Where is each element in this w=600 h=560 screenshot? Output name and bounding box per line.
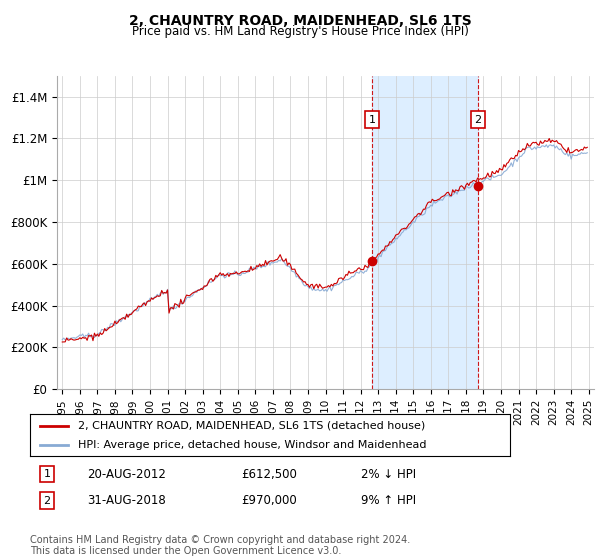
Text: HPI: Average price, detached house, Windsor and Maidenhead: HPI: Average price, detached house, Wind…: [78, 440, 427, 450]
Bar: [372, 76, 478, 389]
Text: 2% ↓ HPI: 2% ↓ HPI: [361, 468, 416, 480]
Text: Price paid vs. HM Land Registry's House Price Index (HPI): Price paid vs. HM Land Registry's House …: [131, 25, 469, 38]
Text: 20-AUG-2012: 20-AUG-2012: [87, 468, 166, 480]
Text: Contains HM Land Registry data © Crown copyright and database right 2024.
This d: Contains HM Land Registry data © Crown c…: [30, 535, 410, 557]
Text: 2, CHAUNTRY ROAD, MAIDENHEAD, SL6 1TS: 2, CHAUNTRY ROAD, MAIDENHEAD, SL6 1TS: [128, 14, 472, 28]
Text: 31-AUG-2018: 31-AUG-2018: [87, 494, 166, 507]
Text: 1: 1: [44, 469, 50, 479]
Text: 9% ↑ HPI: 9% ↑ HPI: [361, 494, 416, 507]
Text: 2: 2: [474, 114, 481, 124]
Text: 2: 2: [44, 496, 50, 506]
Text: 1: 1: [368, 114, 376, 124]
Text: £612,500: £612,500: [241, 468, 297, 480]
Text: £970,000: £970,000: [241, 494, 296, 507]
Text: 2, CHAUNTRY ROAD, MAIDENHEAD, SL6 1TS (detached house): 2, CHAUNTRY ROAD, MAIDENHEAD, SL6 1TS (d…: [78, 421, 425, 431]
